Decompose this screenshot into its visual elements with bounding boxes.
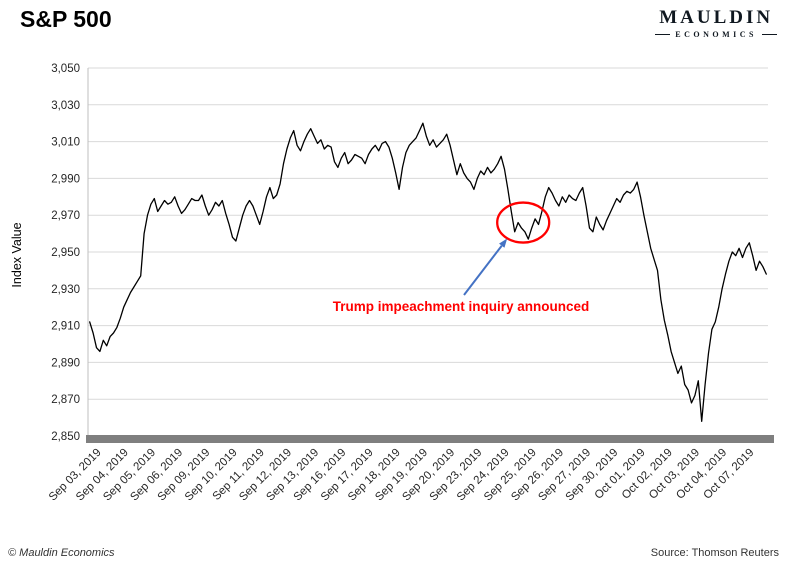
y-tick-label: 3,050 bbox=[51, 63, 80, 75]
source-text: Source: Thomson Reuters bbox=[650, 547, 779, 559]
brand-subtitle-row: ECONOMICS bbox=[655, 30, 777, 39]
y-tick-label: 2,890 bbox=[51, 357, 80, 369]
y-tick-label: 2,990 bbox=[51, 173, 80, 185]
y-axis-label: Index Value bbox=[10, 222, 24, 288]
x-axis-bar bbox=[86, 435, 774, 443]
y-tick-label: 2,930 bbox=[51, 284, 80, 296]
y-tick-label: 2,910 bbox=[51, 321, 80, 333]
y-tick-label: 2,950 bbox=[51, 247, 80, 259]
y-tick-label: 3,030 bbox=[51, 100, 80, 112]
annotation-circle bbox=[496, 201, 551, 244]
mauldin-economics-logo: MAULDIN ECONOMICS bbox=[655, 8, 777, 39]
y-tick-label: 2,870 bbox=[51, 394, 80, 406]
brand-name: MAULDIN bbox=[659, 7, 774, 28]
y-tick-label: 3,010 bbox=[51, 137, 80, 149]
price-line bbox=[89, 122, 767, 422]
y-tick-label: 2,970 bbox=[51, 210, 80, 222]
logo-rule-left bbox=[655, 34, 671, 35]
copyright-text: © Mauldin Economics bbox=[8, 547, 115, 559]
brand-subtitle: ECONOMICS bbox=[675, 30, 757, 39]
annotation-arrow-head bbox=[499, 238, 508, 248]
y-tick-label: 2,850 bbox=[51, 431, 80, 443]
logo-rule-right bbox=[762, 34, 777, 35]
chart-title: S&P 500 bbox=[20, 6, 112, 32]
annotation-arrow-line bbox=[463, 245, 503, 296]
annotation-text: Trump impeachment inquiry announced bbox=[333, 299, 590, 314]
